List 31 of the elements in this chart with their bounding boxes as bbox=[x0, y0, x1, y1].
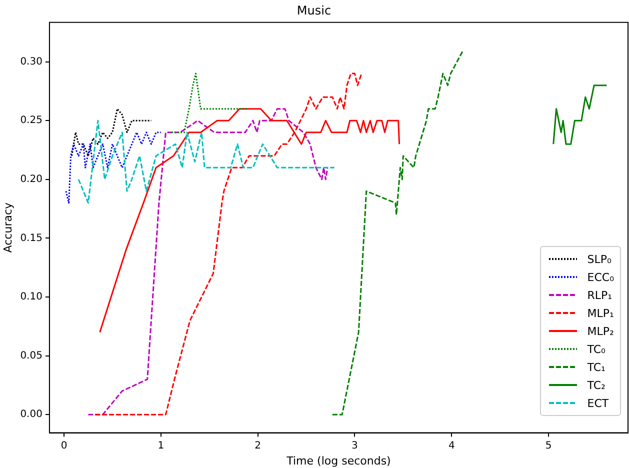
legend-label: MLP₁ bbox=[587, 306, 614, 320]
legend-label: RLP₁ bbox=[587, 288, 612, 302]
y-tick-label: 0.20 bbox=[20, 174, 42, 185]
legend-label: TC₂ bbox=[587, 378, 606, 392]
legend-label: SLP₀ bbox=[587, 252, 612, 266]
y-axis-title: Accuracy bbox=[1, 202, 14, 253]
y-tick-label: 0.25 bbox=[20, 115, 42, 126]
chart-title: Music bbox=[296, 3, 332, 18]
y-tick-label: 0.00 bbox=[20, 409, 42, 420]
line-series bbox=[71, 108, 152, 157]
x-axis-title: Time (log seconds) bbox=[286, 454, 391, 468]
line-series bbox=[65, 132, 162, 204]
x-tick-label: 2 bbox=[254, 440, 262, 452]
x-tick-label: 3 bbox=[352, 440, 358, 452]
legend-label: TC₁ bbox=[587, 360, 606, 374]
line-series bbox=[332, 49, 464, 416]
legend-label: ECT bbox=[587, 396, 609, 410]
line-series bbox=[87, 108, 328, 416]
x-tick-label: 4 bbox=[448, 440, 455, 452]
line-series bbox=[170, 72, 249, 134]
x-tick-label: 0 bbox=[60, 440, 68, 452]
legend-label: TC₀ bbox=[587, 342, 606, 356]
y-tick-label: 0.30 bbox=[20, 56, 42, 68]
line-series bbox=[78, 120, 336, 204]
x-tick-label: 5 bbox=[545, 440, 552, 452]
y-tick-label: 0.15 bbox=[20, 232, 42, 244]
legend-label: MLP₂ bbox=[587, 324, 614, 338]
x-tick-label: 1 bbox=[158, 440, 164, 452]
y-tick-label: 0.05 bbox=[20, 350, 42, 362]
legend-label: ECC₀ bbox=[587, 270, 614, 284]
y-tick-label: 0.10 bbox=[20, 292, 42, 303]
